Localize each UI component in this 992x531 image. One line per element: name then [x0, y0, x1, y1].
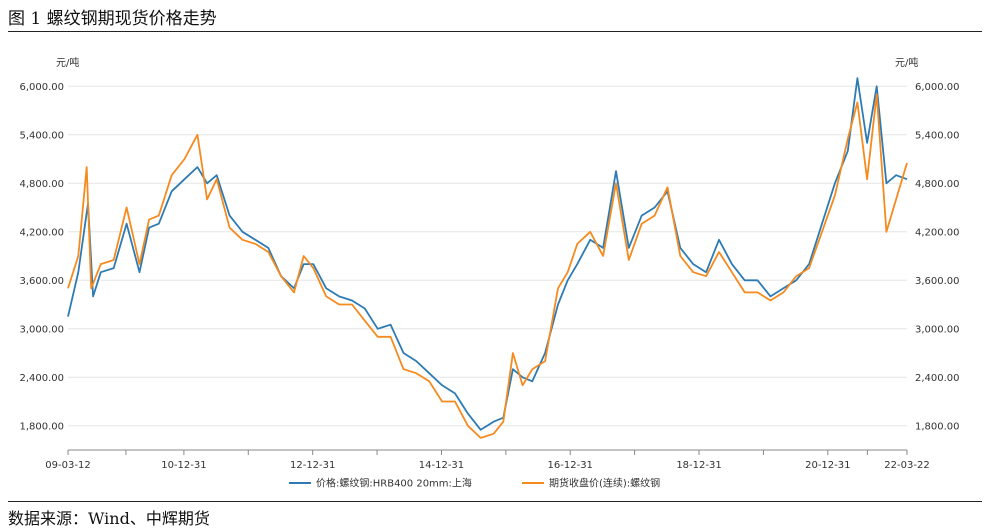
series-layer: [67, 77, 908, 439]
y-tick-label-right: 4,200.00: [915, 227, 960, 238]
left-axis-unit: 元/吨: [56, 56, 79, 69]
right-axis-unit: 元/吨: [895, 56, 918, 69]
y-tick-label-right: 2,400.00: [915, 373, 960, 384]
x-axis-ticks: 09-03-12 10-12-31 12-12-31 14-12-31 16-12-31…: [45, 450, 930, 471]
y-tick-label-right: 3,000.00: [915, 324, 960, 335]
y-tick-label-right: 1,800.00: [915, 421, 960, 432]
chart-grid: [68, 85, 907, 427]
x-tick-label: 14-12-31: [419, 460, 464, 471]
top-rule: [8, 31, 982, 32]
right-axis-labels: 1,800.00 2,400.00 3,000.00 3,600.00 4,200.00…: [915, 82, 960, 433]
y-tick-label-left: 5,400.00: [19, 130, 64, 141]
figure-title: 图 1 螺纹钢期现货价格走势: [8, 9, 217, 29]
x-tick-label: 20-12-31: [805, 460, 850, 471]
y-tick-label-right: 3,600.00: [915, 276, 960, 287]
x-tick-label: 09-03-12: [45, 460, 90, 471]
data-source: 数据来源：Wind、中辉期货: [8, 509, 210, 528]
x-tick-label: 22-03-22: [884, 460, 929, 471]
legend-label-futures: 期货收盘价(连续):螺纹钢: [549, 477, 660, 490]
left-axis-labels: 1,800.00 2,400.00 3,000.00 3,600.00 4,200.00…: [19, 82, 64, 433]
series-line-spot: [67, 77, 908, 431]
y-tick-label-left: 4,200.00: [19, 227, 64, 238]
legend-label-spot: 价格:螺纹钢:HRB400 20mm:上海: [316, 477, 472, 490]
bottom-rule: [8, 501, 982, 502]
y-tick-label-left: 3,000.00: [19, 324, 64, 335]
legend: 价格:螺纹钢:HRB400 20mm:上海 期货收盘价(连续):螺纹钢: [289, 477, 660, 490]
y-tick-label-left: 6,000.00: [19, 82, 64, 93]
y-tick-label-right: 4,800.00: [915, 179, 960, 190]
x-tick-label: 16-12-31: [548, 460, 593, 471]
y-tick-label-left: 2,400.00: [19, 373, 64, 384]
y-tick-label-left: 4,800.00: [19, 179, 64, 190]
x-tick-label: 18-12-31: [676, 460, 721, 471]
y-tick-label-left: 3,600.00: [19, 276, 64, 287]
y-tick-label-right: 6,000.00: [915, 82, 960, 93]
x-tick-label: 12-12-31: [290, 460, 335, 471]
series-line-futures: [67, 93, 908, 439]
y-tick-label-right: 5,400.00: [915, 130, 960, 141]
rebar-price-chart: 09-03-12 10-12-31 12-12-31 14-12-31 16-12-31…: [19, 56, 960, 490]
y-tick-label-left: 1,800.00: [19, 421, 64, 432]
x-tick-label: 10-12-31: [161, 460, 206, 471]
